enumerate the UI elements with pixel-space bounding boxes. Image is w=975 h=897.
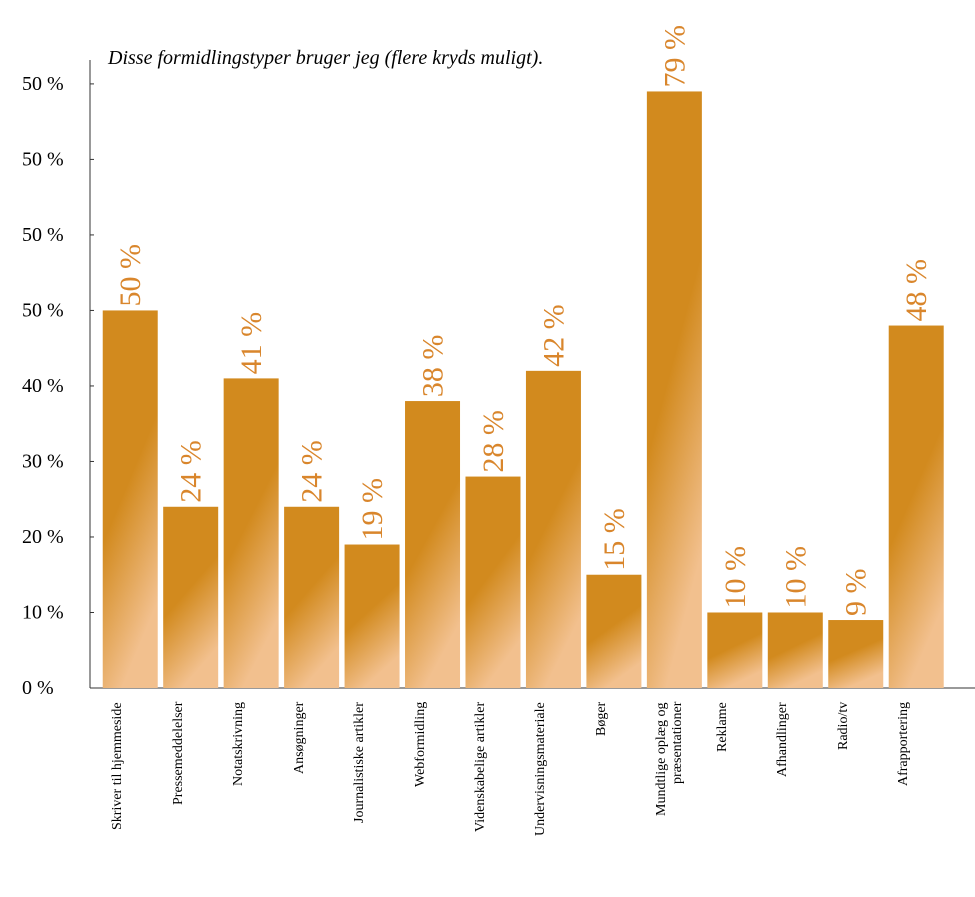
bar <box>707 612 763 688</box>
value-label: 10 % <box>779 546 812 609</box>
value-label: 48 % <box>900 259 933 322</box>
value-label: 24 % <box>296 440 329 503</box>
bar <box>888 325 944 688</box>
bar <box>223 378 279 688</box>
value-label: 10 % <box>719 546 752 609</box>
bar <box>586 574 642 688</box>
x-tick-label: Journalistiske artikler <box>352 702 368 823</box>
x-tick-label: Reklame <box>714 702 730 752</box>
value-label: 38 % <box>417 335 450 398</box>
value-label: 41 % <box>235 312 268 375</box>
y-tick-label: 20 % <box>22 526 64 548</box>
value-label: 42 % <box>537 304 570 367</box>
bar <box>525 370 581 688</box>
value-label: 28 % <box>477 410 510 473</box>
bar <box>767 612 823 688</box>
bar <box>405 401 461 688</box>
bar <box>646 91 702 689</box>
x-tick-label: Radio/tv <box>835 702 851 751</box>
y-tick-label: 50 % <box>22 148 64 170</box>
x-tick-label: Afhandlinger <box>775 702 791 777</box>
y-tick-label: 40 % <box>22 375 64 397</box>
bar <box>344 544 400 688</box>
x-tick-label: Webformidling <box>412 702 428 788</box>
y-tick-label: 30 % <box>22 450 64 472</box>
value-label: 15 % <box>598 508 631 571</box>
x-tick-label: Notatskrivning <box>231 702 247 786</box>
chart-title: Disse formidlingstyper bruger jeg (flere… <box>107 47 543 69</box>
x-tick-label: Undervisningsmateriale <box>533 702 549 836</box>
x-tick-label: Mundtlige oplæg og præsentationer <box>654 702 686 816</box>
value-label: 9 % <box>840 569 873 617</box>
bar <box>828 620 884 688</box>
x-tick-label: Afrapportering <box>896 702 912 786</box>
value-label: 24 % <box>175 440 208 503</box>
bar <box>465 476 521 688</box>
y-tick-label: 0 % <box>22 677 54 699</box>
bar <box>284 506 340 688</box>
x-tick-label: Bøger <box>593 702 609 737</box>
x-tick-label: Pressemeddelelser <box>170 702 186 806</box>
value-label: 50 % <box>114 244 147 307</box>
y-tick-label: 10 % <box>22 601 64 623</box>
value-label: 79 % <box>658 25 691 88</box>
y-tick-label: 50 % <box>22 299 64 321</box>
x-tick-label: Ansøgninger <box>291 702 307 775</box>
bar <box>102 310 158 688</box>
x-tick-label: Videnskabelige artikler <box>472 702 488 833</box>
value-label: 19 % <box>356 478 389 541</box>
x-tick-label: Skriver til hjemmeside <box>110 702 126 830</box>
bar <box>163 506 219 688</box>
y-tick-label: 50 % <box>22 73 64 95</box>
y-tick-label: 50 % <box>22 224 64 246</box>
